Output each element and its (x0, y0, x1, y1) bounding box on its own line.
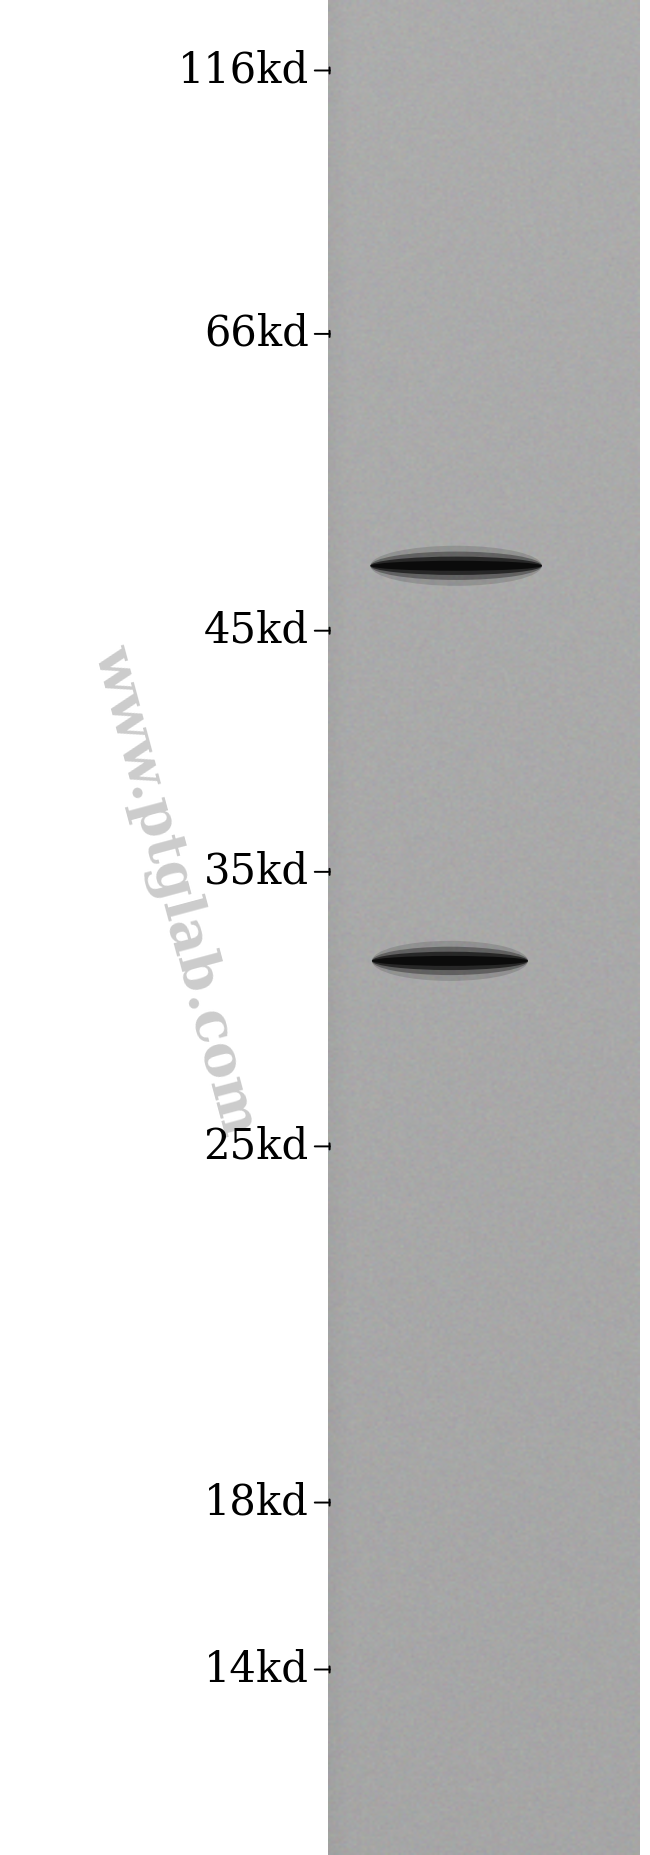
Text: 116kd: 116kd (177, 50, 309, 91)
Ellipse shape (372, 952, 528, 970)
Text: 25kd: 25kd (203, 1126, 309, 1167)
Text: 14kd: 14kd (203, 1649, 309, 1690)
Ellipse shape (372, 955, 528, 966)
Text: 35kd: 35kd (203, 851, 309, 892)
Text: 45kd: 45kd (203, 610, 309, 651)
Text: 66kd: 66kd (204, 313, 309, 354)
Ellipse shape (370, 556, 542, 575)
Ellipse shape (370, 560, 542, 571)
Ellipse shape (370, 545, 542, 586)
Ellipse shape (372, 946, 528, 976)
Text: 18kd: 18kd (204, 1482, 309, 1523)
Text: www.ptglab.com: www.ptglab.com (84, 640, 267, 1141)
Ellipse shape (370, 551, 542, 581)
Ellipse shape (372, 940, 528, 981)
